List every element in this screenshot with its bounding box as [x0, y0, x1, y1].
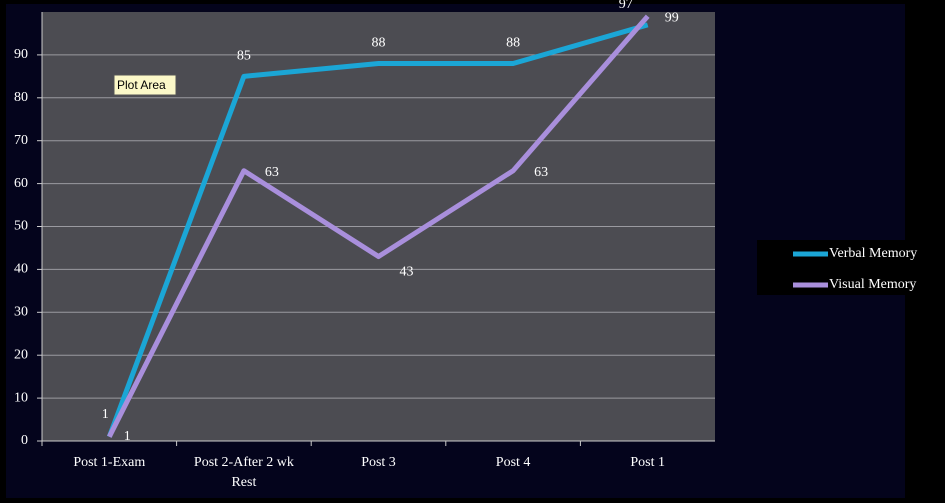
x-tick-label: Post 2-After 2 wk Rest: [194, 455, 294, 490]
y-tick-label: 70: [14, 133, 28, 148]
y-tick-label: 0: [21, 433, 28, 448]
series-line: [106, 22, 649, 438]
legend: [757, 240, 939, 295]
data-label: 1: [124, 429, 131, 444]
y-tick-label: 80: [14, 90, 28, 105]
y-tick-label: 10: [14, 390, 28, 405]
x-tick-label: Post 1: [630, 455, 665, 470]
x-tick-label: Post 3: [361, 455, 396, 470]
y-tick-label: 60: [14, 176, 28, 191]
y-tick-label: 20: [14, 347, 28, 362]
data-label: 43: [400, 265, 414, 280]
legend-label: Verbal Memory: [829, 246, 917, 261]
tooltip: Plot Area: [117, 78, 166, 92]
x-tick-line: Post 2-After 2 wk: [194, 455, 294, 470]
data-label: 63: [534, 165, 548, 180]
data-label: 1: [102, 407, 109, 422]
legend-label: Visual Memory: [829, 277, 916, 292]
x-tick-label: Post 4: [496, 455, 531, 470]
data-label: 97: [619, 0, 633, 12]
x-tick-label: Post 1-Exam: [73, 455, 145, 470]
y-tick-label: 90: [14, 47, 28, 62]
tooltip-box: [113, 74, 177, 96]
data-label: 88: [506, 36, 520, 51]
y-tick-label: 30: [14, 305, 28, 320]
data-label: 88: [372, 36, 386, 51]
y-tick-label: 50: [14, 219, 28, 234]
data-label: 63: [265, 165, 279, 180]
x-tick-line: Rest: [231, 475, 256, 490]
data-label: 99: [665, 11, 679, 26]
series-line: [107, 14, 650, 438]
y-tick-label: 40: [14, 262, 28, 277]
data-label: 85: [237, 49, 251, 64]
